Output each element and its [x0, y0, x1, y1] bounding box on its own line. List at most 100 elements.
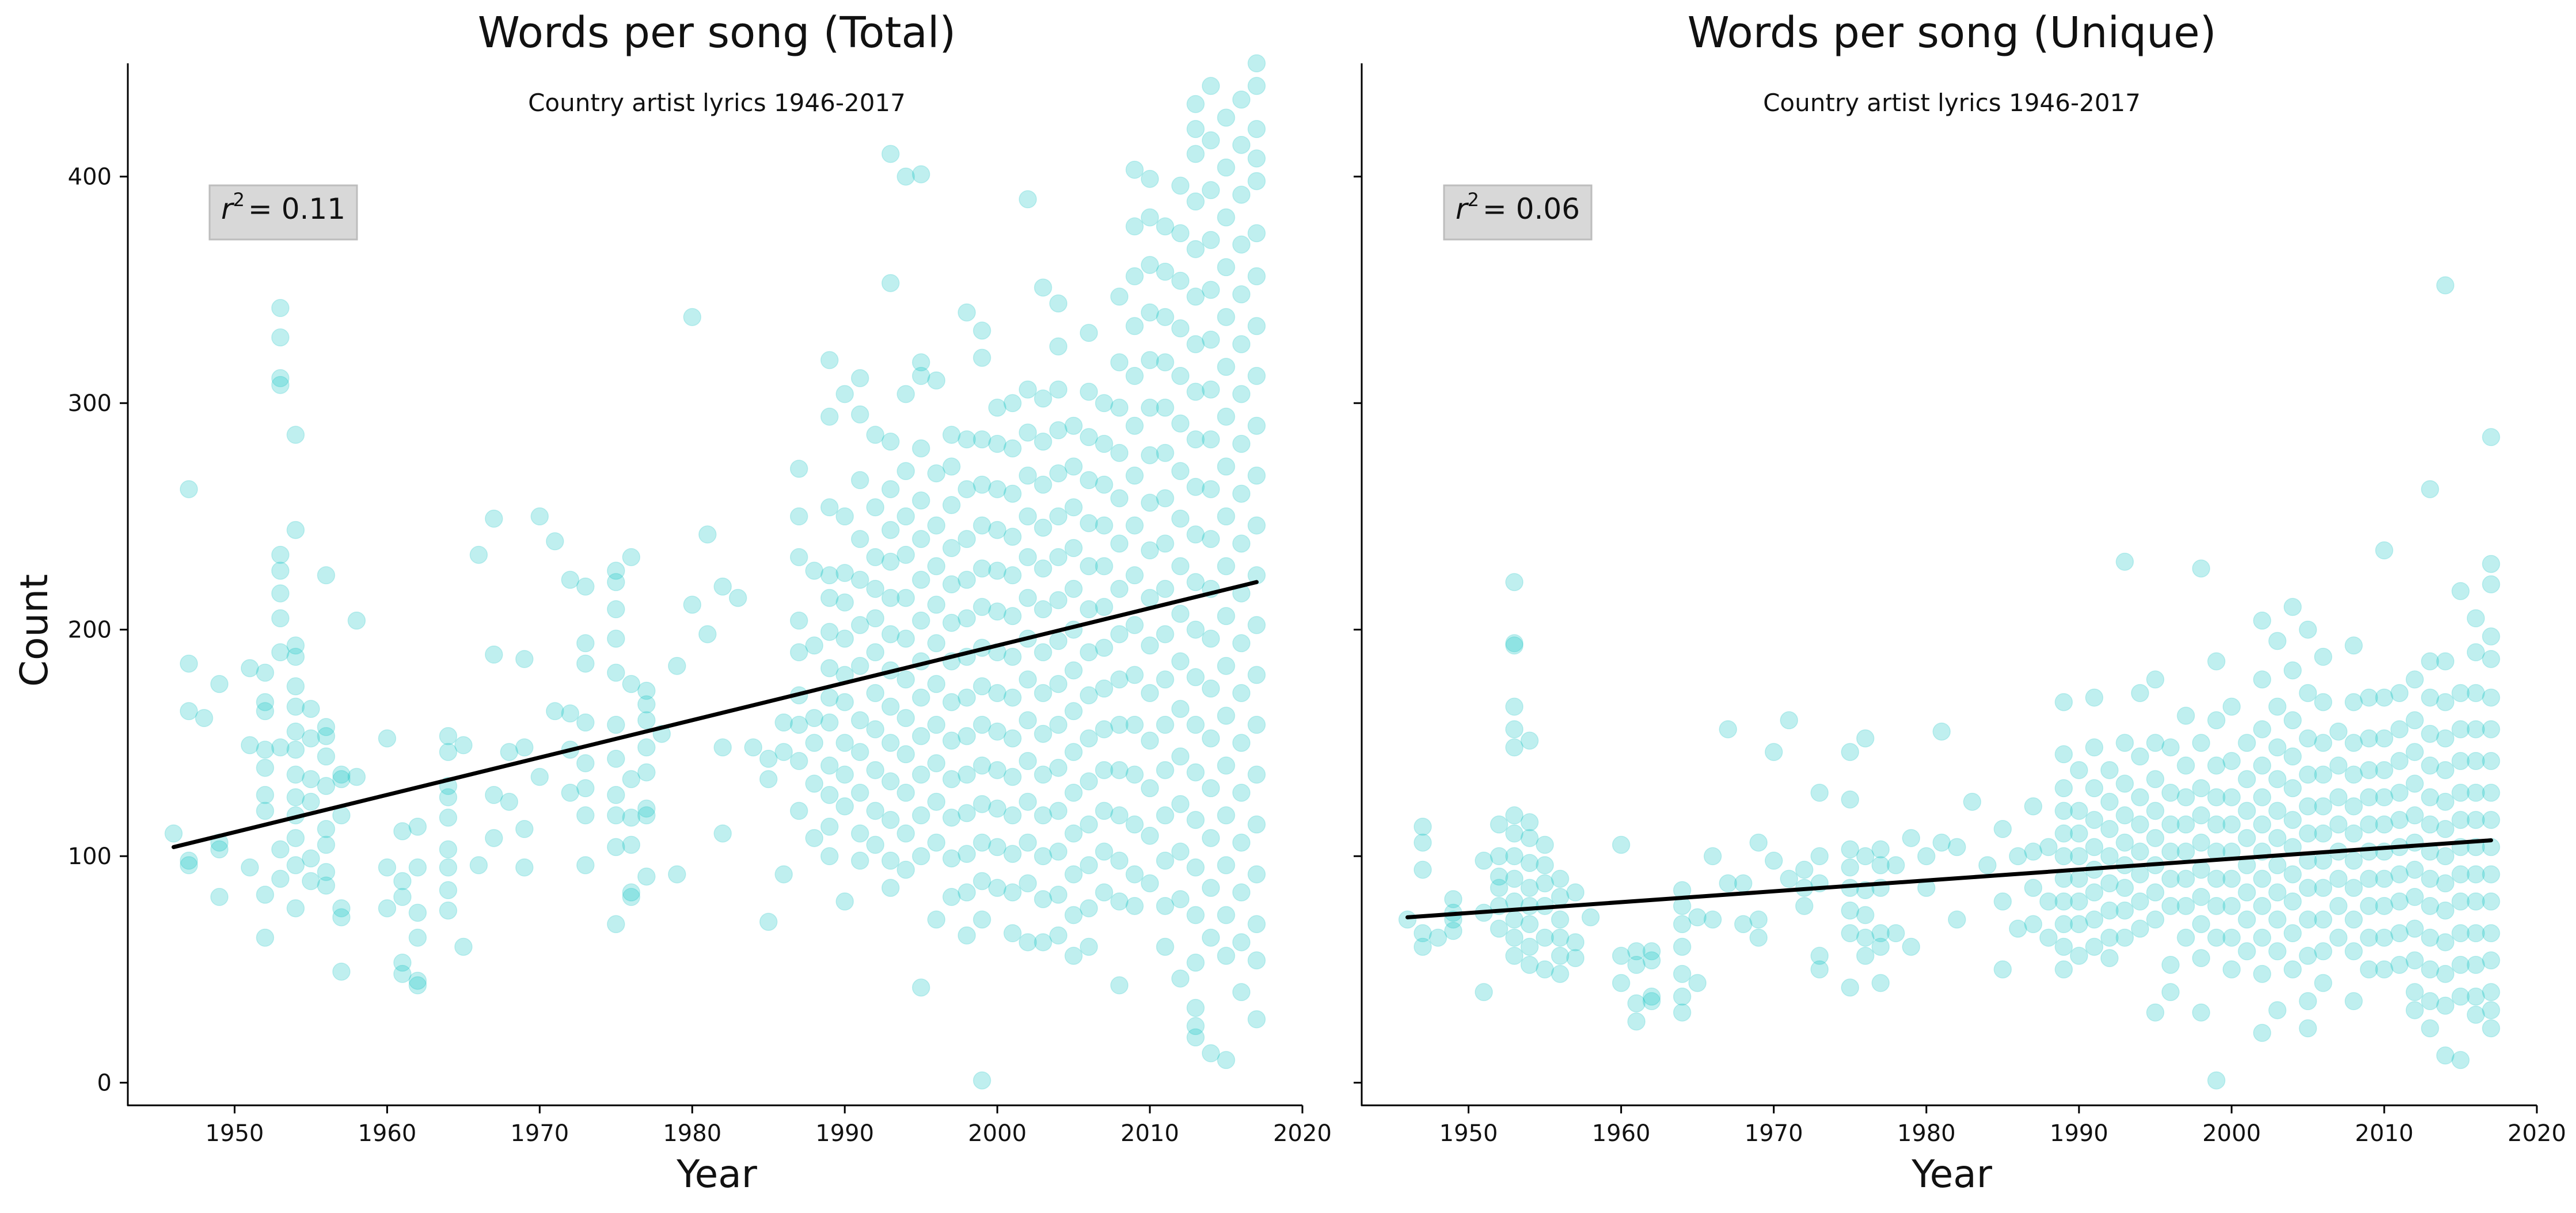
data-point — [1871, 840, 1890, 859]
data-point — [820, 756, 839, 775]
data-point — [942, 425, 961, 444]
data-point — [576, 634, 595, 653]
data-point — [1444, 922, 1462, 940]
data-point — [1110, 670, 1129, 689]
data-point — [1917, 847, 1936, 865]
data-point — [988, 520, 1006, 539]
data-point — [744, 738, 762, 757]
data-point — [1247, 77, 1266, 96]
data-point — [850, 571, 869, 589]
data-point — [835, 629, 854, 648]
data-point — [2253, 756, 2271, 775]
data-point — [1003, 883, 1022, 902]
data-point — [2467, 643, 2485, 661]
data-point — [866, 760, 884, 779]
data-point — [2024, 842, 2043, 861]
data-point — [1156, 625, 1175, 644]
data-point — [332, 963, 351, 981]
data-point — [1856, 729, 1875, 748]
data-point — [1095, 638, 1114, 657]
data-point — [835, 507, 854, 526]
data-point — [1125, 716, 1144, 734]
data-point — [1171, 557, 1190, 576]
data-point — [2161, 983, 2180, 1002]
data-point — [2314, 648, 2332, 666]
data-point — [728, 588, 747, 607]
data-point — [515, 650, 534, 668]
data-point — [1019, 833, 1037, 852]
data-point — [1156, 217, 1175, 236]
data-point — [2268, 856, 2287, 874]
data-point — [1003, 527, 1022, 546]
data-point — [2222, 869, 2241, 888]
data-point — [241, 659, 259, 678]
data-point — [1095, 720, 1114, 739]
data-point — [2298, 824, 2317, 843]
data-point — [2421, 1019, 2440, 1037]
data-point — [1171, 367, 1190, 385]
data-point — [180, 654, 198, 673]
data-point — [607, 663, 625, 682]
data-point — [789, 459, 808, 478]
data-point — [1186, 95, 1205, 113]
data-point — [302, 849, 320, 868]
data-point — [927, 792, 945, 811]
data-point — [789, 548, 808, 566]
data-point — [774, 743, 793, 761]
chart-title: Words per song (Total) — [478, 8, 956, 58]
data-point — [2176, 815, 2195, 834]
data-point — [835, 385, 854, 404]
data-point — [896, 385, 915, 404]
data-point — [271, 375, 290, 394]
data-point — [2207, 756, 2226, 775]
data-point — [2345, 636, 2363, 655]
data-point — [1003, 845, 1022, 863]
data-point — [1095, 679, 1114, 698]
y-tick-label: 200 — [68, 617, 112, 644]
data-point — [1520, 813, 1539, 831]
data-point — [866, 609, 884, 628]
data-point — [2115, 774, 2134, 793]
data-point — [698, 525, 717, 544]
data-point — [2115, 733, 2134, 752]
data-point — [1232, 534, 1251, 553]
data-point — [2421, 788, 2440, 807]
data-point — [1049, 801, 1067, 820]
data-point — [2085, 688, 2104, 707]
data-point — [1232, 983, 1251, 1002]
r-squared-annotation: r2 = 0.11 — [208, 184, 358, 241]
data-point — [271, 609, 290, 628]
data-point — [1186, 192, 1205, 211]
data-point — [2436, 965, 2455, 983]
data-point — [1505, 634, 1523, 653]
data-point — [2222, 815, 2241, 834]
y-tick-label: 0 — [97, 1070, 112, 1097]
data-point — [1156, 760, 1175, 779]
data-point — [1520, 896, 1539, 915]
data-point — [2360, 960, 2379, 979]
data-point — [1217, 656, 1236, 675]
data-point — [2360, 729, 2379, 748]
data-point — [1566, 949, 1585, 967]
data-point — [2406, 888, 2424, 906]
data-point — [2237, 828, 2256, 847]
data-point — [1475, 983, 1493, 1002]
data-point — [1841, 924, 1859, 942]
data-point — [2421, 869, 2440, 888]
data-point — [1141, 169, 1159, 188]
data-point — [2070, 892, 2088, 911]
data-point — [1019, 752, 1037, 770]
data-point — [942, 770, 961, 789]
data-point — [1003, 924, 1022, 942]
data-point — [774, 865, 793, 884]
data-point — [317, 876, 336, 895]
data-point — [2345, 942, 2363, 961]
data-point — [2284, 747, 2302, 766]
data-point — [2192, 949, 2210, 967]
data-point — [1125, 815, 1144, 834]
data-point — [2375, 788, 2393, 807]
data-point — [2146, 910, 2165, 929]
data-point — [820, 498, 839, 516]
data-point — [1247, 120, 1266, 138]
data-point — [2024, 915, 2043, 933]
